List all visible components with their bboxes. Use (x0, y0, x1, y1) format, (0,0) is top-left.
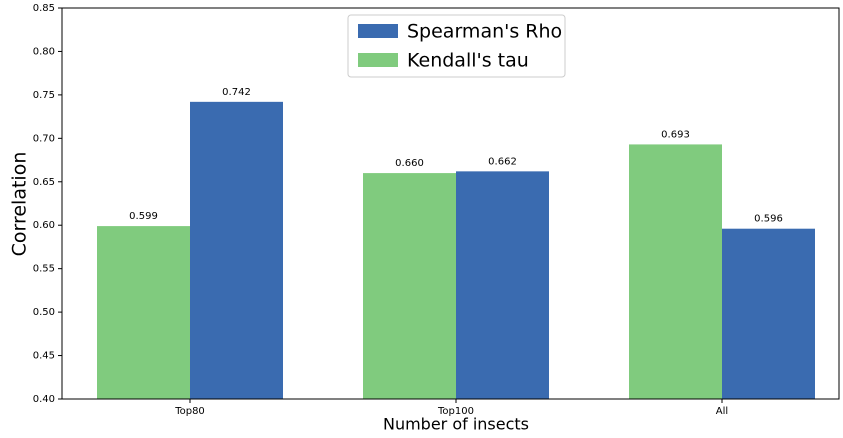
legend-label: Spearman's Rho (407, 21, 562, 43)
value-label: 0.693 (661, 129, 690, 140)
bar (456, 171, 549, 399)
legend-label: Kendall's tau (407, 50, 529, 72)
y-axis-label: Correlation (9, 152, 31, 257)
bar (629, 144, 722, 399)
y-tick-label: 0.65 (33, 177, 55, 188)
y-tick-label: 0.85 (33, 3, 55, 14)
bar (190, 101, 283, 399)
x-axis-label: Number of insects (383, 415, 529, 434)
value-label: 0.599 (129, 211, 158, 222)
y-tick-label: 0.75 (33, 90, 55, 101)
bar (97, 226, 190, 399)
value-label: 0.662 (488, 156, 517, 167)
value-label: 0.660 (395, 158, 424, 169)
plot-frame (61, 7, 840, 400)
y-tick-label: 0.45 (33, 351, 55, 362)
value-label: 0.596 (754, 214, 783, 225)
x-tick-label: Top80 (174, 406, 205, 417)
y-tick-label: 0.55 (33, 264, 55, 275)
bar (363, 173, 456, 399)
value-label: 0.742 (222, 87, 251, 98)
y-tick-label: 0.80 (33, 46, 55, 57)
legend-box (347, 14, 566, 78)
legend-swatch (358, 24, 398, 38)
y-tick-label: 0.40 (33, 394, 55, 405)
y-tick-label: 0.50 (33, 307, 55, 318)
x-tick-label: Top100 (437, 406, 474, 417)
legend-swatch (358, 53, 398, 67)
x-tick-label: All (716, 406, 728, 417)
bar (722, 228, 815, 399)
y-tick-label: 0.70 (33, 133, 55, 144)
y-tick-label: 0.60 (33, 220, 55, 231)
